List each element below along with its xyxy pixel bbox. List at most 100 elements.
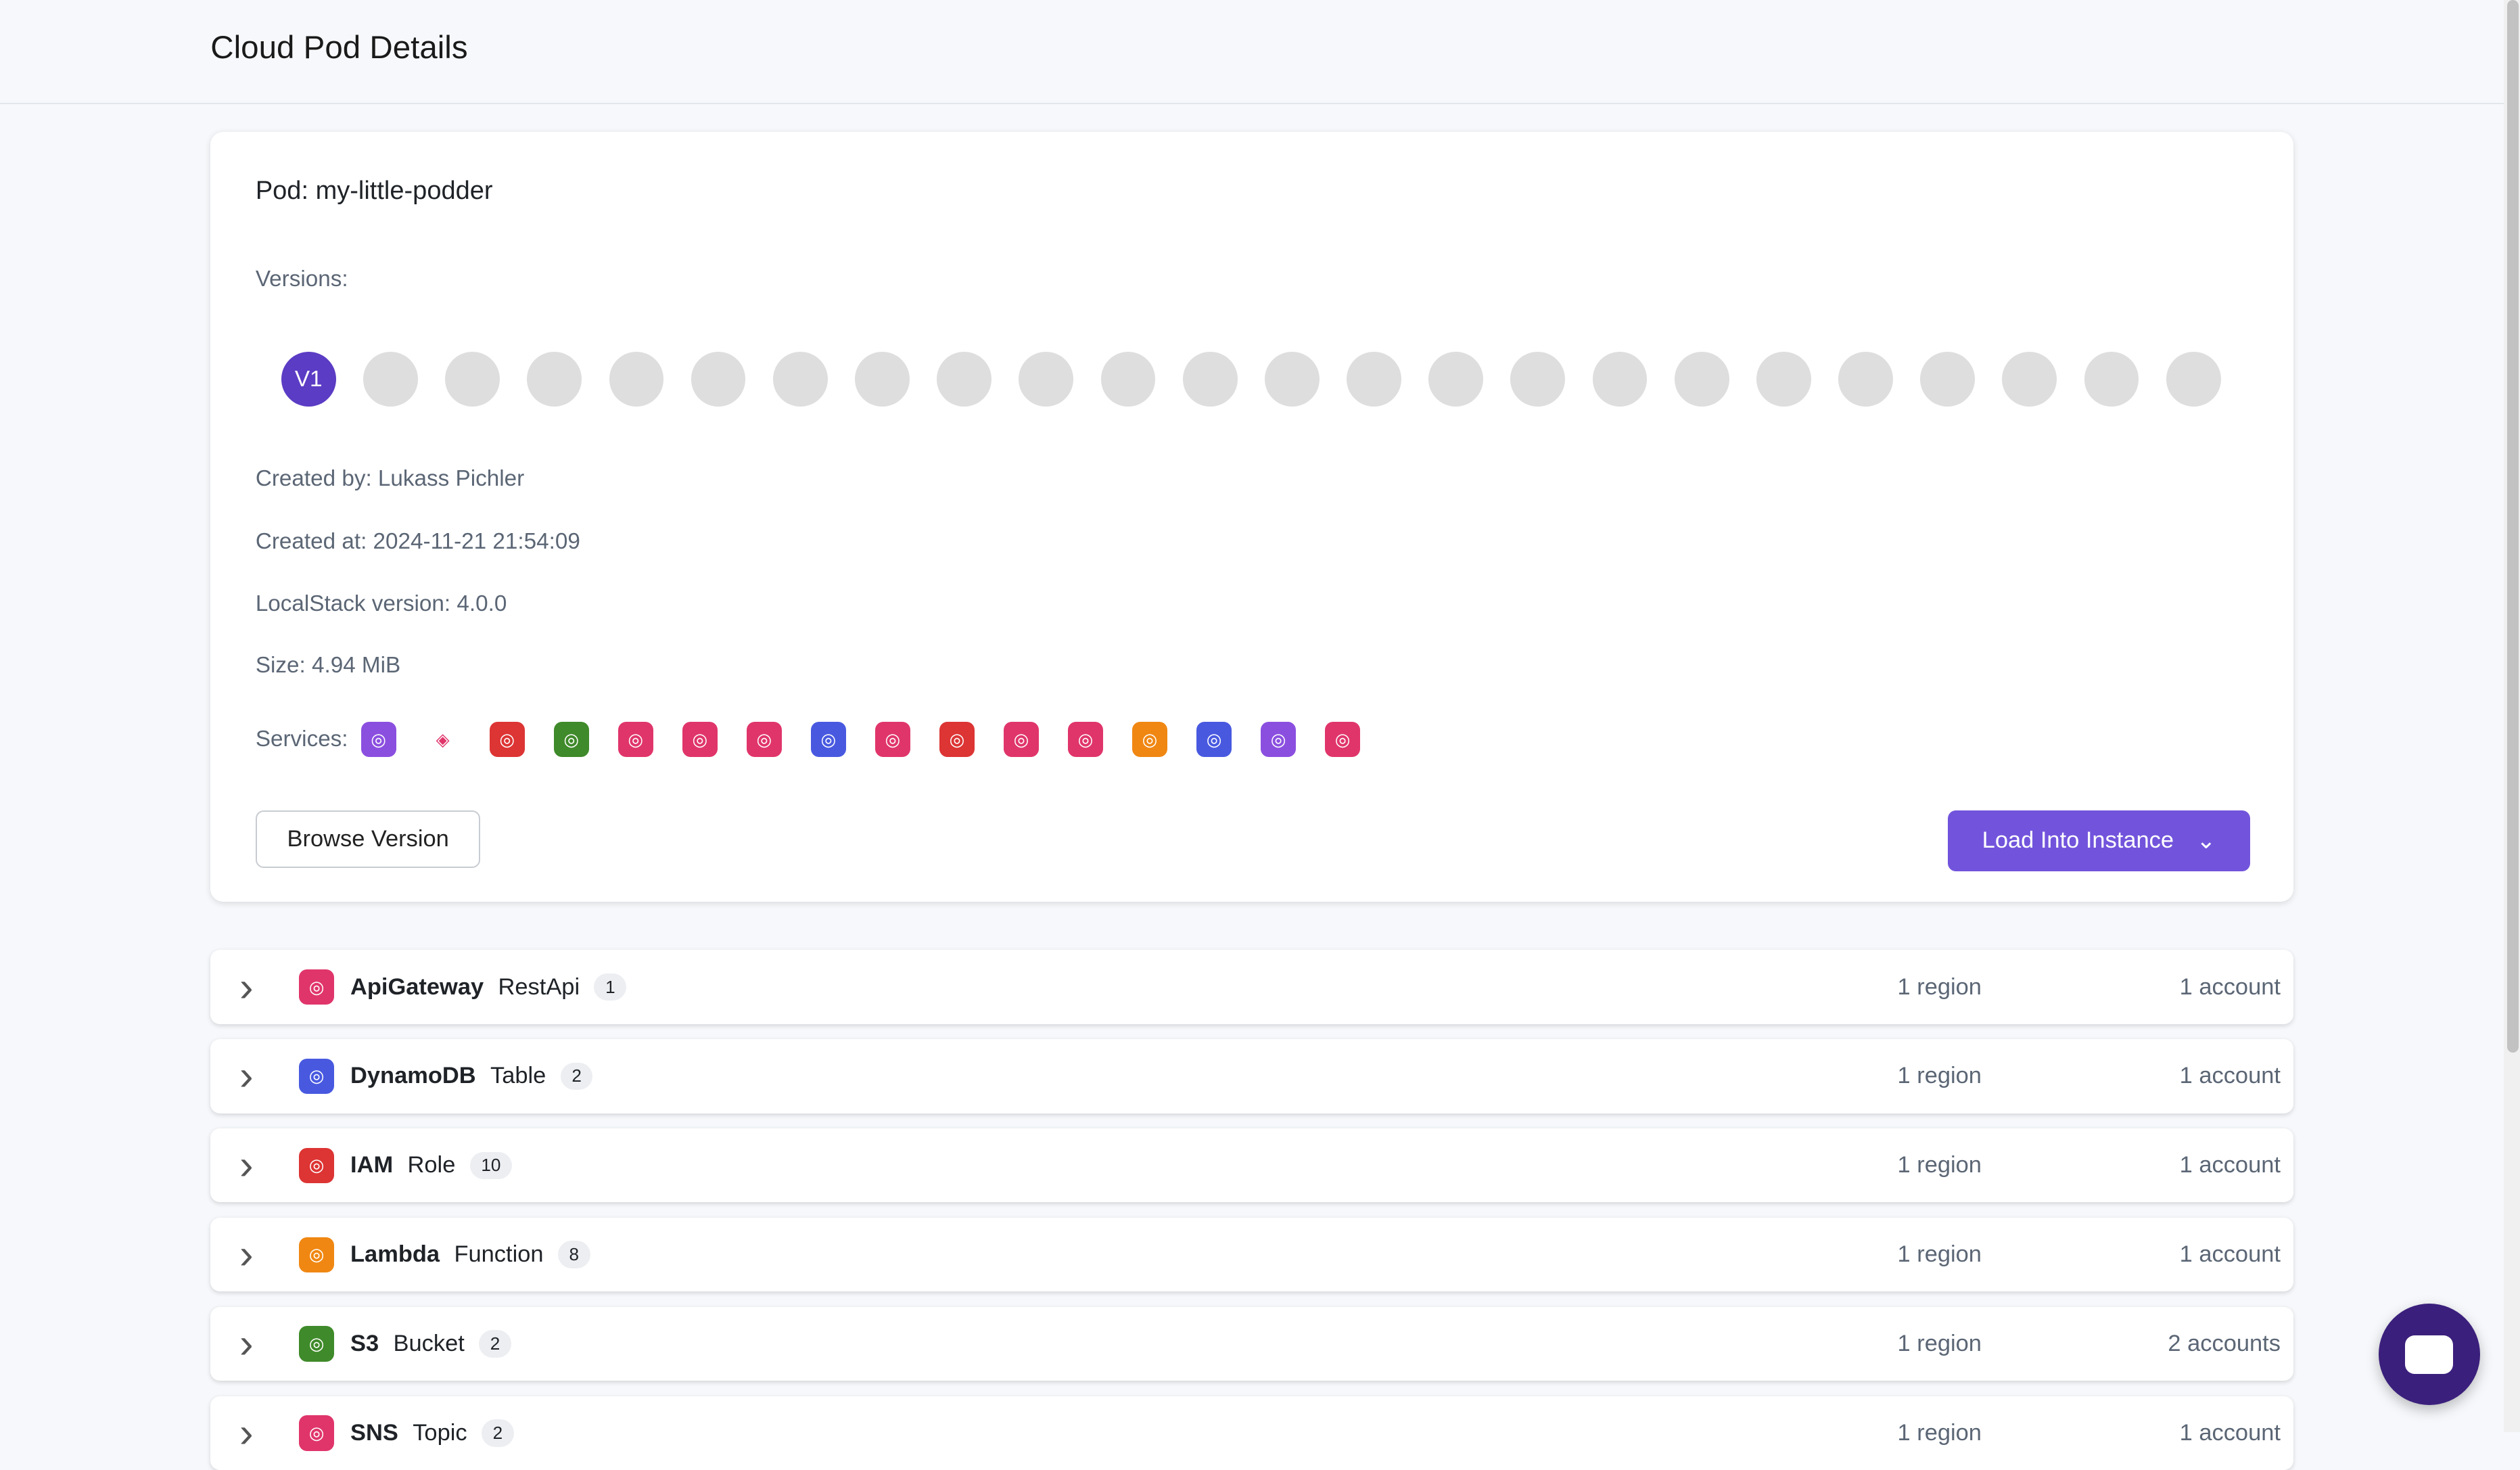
pod-size: Size: 4.94 MiB: [255, 652, 401, 678]
resource-row[interactable]: › ◎ SNS Topic 2 1 region 1 account: [210, 1396, 2293, 1470]
pod-details-card: Pod: my-little-podder Versions: V1 Creat…: [210, 131, 2293, 902]
version-dot[interactable]: [1264, 352, 1320, 407]
page-title: Cloud Pod Details: [210, 29, 468, 66]
s3-bucket-icon: ◎: [553, 721, 589, 758]
chat-bubble-icon: [2405, 1335, 2454, 1374]
chevron-right-icon[interactable]: ›: [239, 1053, 254, 1100]
dynamodb-streams-icon: ◎: [1196, 721, 1232, 758]
dynamodb-icon: ◎: [810, 721, 847, 758]
count-badge: 2: [481, 1419, 514, 1447]
pod-name: Pod: my-little-podder: [255, 177, 493, 206]
resource-row[interactable]: › ◎ DynamoDB Table 2 1 region 1 account: [210, 1039, 2293, 1113]
apigateway-icon: ◎: [298, 969, 335, 1005]
count-badge: 2: [479, 1330, 511, 1358]
scrollbar[interactable]: [2504, 0, 2520, 1433]
version-dot[interactable]: [1674, 352, 1729, 407]
service-name: S3: [350, 1331, 379, 1357]
resource-row[interactable]: › ◎ S3 Bucket 2 1 region 2 accounts: [210, 1306, 2293, 1381]
region-count: 1 region: [1897, 1419, 1982, 1446]
count-badge: 10: [469, 1151, 513, 1180]
version-dot[interactable]: V1: [281, 352, 336, 407]
lambda-icon: ◎: [1131, 721, 1168, 758]
version-dot[interactable]: [1510, 352, 1566, 407]
load-into-instance-button[interactable]: Load Into Instance ⌄: [1948, 810, 2250, 871]
account-count: 1 account: [2179, 1241, 2281, 1268]
resource-type: Bucket: [393, 1331, 465, 1357]
lambda-icon: ◎: [298, 1237, 335, 1272]
resource-type: RestApi: [498, 973, 580, 1000]
region-count: 1 region: [1897, 1063, 1982, 1089]
version-dot[interactable]: [1838, 352, 1893, 407]
page-header: Cloud Pod Details: [0, 0, 2520, 105]
version-dot[interactable]: [527, 352, 582, 407]
region-count: 1 region: [1897, 1331, 1982, 1357]
version-dot[interactable]: [691, 352, 746, 407]
version-timeline: V1: [281, 352, 2221, 407]
services-list: Services: ◎ ◈ ◎ ◎ ◎ ◎ ◎ ◎ ◎ ◎ ◎ ◎ ◎ ◎ ◎ ◎: [255, 721, 1361, 758]
version-dot[interactable]: [855, 352, 910, 407]
localstack-version: LocalStack version: 4.0.0: [255, 591, 507, 617]
cloudwatch-icon: ◎: [874, 721, 911, 758]
chevron-right-icon[interactable]: ›: [239, 1231, 254, 1279]
account-count: 1 account: [2179, 1419, 2281, 1446]
chevron-right-icon[interactable]: ›: [239, 1409, 254, 1456]
s3-bucket-icon: ◎: [298, 1326, 335, 1362]
resource-name: SNS Topic 2: [350, 1419, 514, 1447]
account-count: 1 account: [2179, 973, 2281, 1000]
step-functions-icon: ◎: [682, 721, 718, 758]
created-by: Created by: Lukass Pichler: [255, 466, 525, 492]
apigateway-icon: ◎: [1067, 721, 1104, 758]
scrollbar-thumb[interactable]: [2507, 0, 2519, 1053]
version-dot[interactable]: [609, 352, 664, 407]
resource-name: ApiGateway RestApi 1: [350, 973, 627, 1001]
version-dot[interactable]: [1182, 352, 1238, 407]
service-name: SNS: [350, 1419, 398, 1446]
version-dot[interactable]: [1756, 352, 1811, 407]
count-badge: 2: [560, 1062, 593, 1090]
version-dot[interactable]: [1347, 352, 1401, 407]
version-dot[interactable]: [1100, 352, 1156, 407]
resource-row[interactable]: › ◎ Lambda Function 8 1 region 1 account: [210, 1218, 2293, 1292]
version-dot[interactable]: [2166, 352, 2221, 407]
version-dot[interactable]: [445, 352, 500, 407]
version-dot[interactable]: [937, 352, 991, 407]
count-badge: 8: [557, 1241, 590, 1268]
sns-icon: ◎: [298, 1415, 335, 1451]
version-dot[interactable]: [772, 352, 828, 407]
chevron-right-icon[interactable]: ›: [239, 963, 254, 1011]
resource-type: Topic: [413, 1419, 467, 1446]
browse-version-button[interactable]: Browse Version: [255, 810, 481, 869]
version-dot[interactable]: [363, 352, 418, 407]
resource-name: DynamoDB Table 2: [350, 1062, 593, 1090]
version-dot[interactable]: [1920, 352, 1976, 407]
version-dot[interactable]: [2002, 352, 2057, 407]
region-count: 1 region: [1897, 1152, 1982, 1178]
region-count: 1 region: [1897, 973, 1982, 1000]
resource-type: Function: [454, 1241, 544, 1268]
version-dot[interactable]: [2084, 352, 2139, 407]
chevron-right-icon[interactable]: ›: [239, 1320, 254, 1368]
created-at: Created at: 2024-11-21 21:54:09: [255, 528, 580, 554]
apigateway-v2-icon: ◎: [1325, 721, 1361, 758]
service-name: DynamoDB: [350, 1063, 476, 1089]
resource-row[interactable]: › ◎ IAM Role 10 1 region 1 account: [210, 1128, 2293, 1203]
kinesis-icon: ◎: [1260, 721, 1297, 758]
resource-name: Lambda Function 8: [350, 1241, 590, 1268]
service-name: Lambda: [350, 1241, 440, 1268]
eventbridge-icon: ◎: [617, 721, 653, 758]
region-count: 1 region: [1897, 1241, 1982, 1268]
chat-button[interactable]: [2378, 1304, 2480, 1405]
network-icon: ◎: [360, 721, 396, 758]
versions-label: Versions:: [255, 267, 348, 292]
version-dot[interactable]: [1428, 352, 1484, 407]
version-dot[interactable]: [1592, 352, 1648, 407]
chevron-down-icon: ⌄: [2196, 827, 2216, 854]
chevron-right-icon[interactable]: ›: [239, 1142, 254, 1189]
sns-icon: ◎: [1003, 721, 1040, 758]
resource-row[interactable]: › ◎ ApiGateway RestApi 1 1 region 1 accoun…: [210, 950, 2293, 1024]
resource-name: S3 Bucket 2: [350, 1330, 511, 1358]
count-badge: 1: [594, 973, 627, 1001]
services-label: Services:: [255, 727, 348, 752]
version-dot[interactable]: [1019, 352, 1074, 407]
resource-type: Table: [490, 1063, 546, 1089]
